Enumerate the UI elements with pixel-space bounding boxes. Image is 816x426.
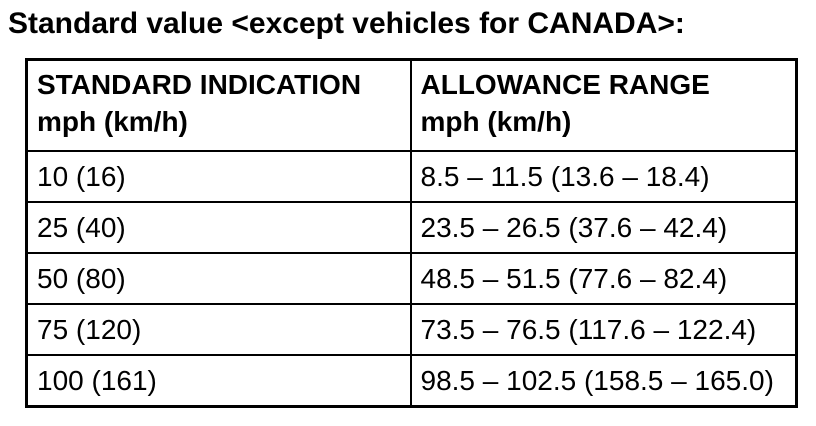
column-header-allowance-range: ALLOWANCE RANGE mph (km/h) <box>409 58 798 152</box>
allowance-range-cell: 8.5 – 11.5 (13.6 – 18.4) <box>409 150 798 203</box>
standard-indication-cell: 25 (40) <box>25 201 412 254</box>
table-row: 10 (16) 8.5 – 11.5 (13.6 – 18.4) <box>25 150 798 203</box>
standard-indication-cell: 50 (80) <box>25 252 412 305</box>
standard-indication-cell: 100 (161) <box>25 354 412 408</box>
column-header-standard-indication: STANDARD INDICATION mph (km/h) <box>25 58 412 152</box>
column-header-allowance-range-label: ALLOWANCE RANGE <box>420 69 710 100</box>
allowance-range-cell: 48.5 – 51.5 (77.6 – 82.4) <box>409 252 798 305</box>
allowance-range-cell: 73.5 – 76.5 (117.6 – 122.4) <box>409 303 798 356</box>
table-row: 75 (120) 73.5 – 76.5 (117.6 – 122.4) <box>25 303 798 356</box>
allowance-range-cell: 23.5 – 26.5 (37.6 – 42.4) <box>409 201 798 254</box>
table-row: 50 (80) 48.5 – 51.5 (77.6 – 82.4) <box>25 252 798 305</box>
speedometer-standard-value-table: STANDARD INDICATION mph (km/h) ALLOWANCE… <box>25 58 798 408</box>
standard-indication-cell: 75 (120) <box>25 303 412 356</box>
standard-indication-cell: 10 (16) <box>25 150 412 203</box>
table-row: 100 (161) 98.5 – 102.5 (158.5 – 165.0) <box>25 354 798 408</box>
table-header-row: STANDARD INDICATION mph (km/h) ALLOWANCE… <box>25 58 798 152</box>
table-row: 25 (40) 23.5 – 26.5 (37.6 – 42.4) <box>25 201 798 254</box>
column-header-allowance-range-unit: mph (km/h) <box>420 106 572 138</box>
page-title: Standard value <except vehicles for CANA… <box>8 7 685 40</box>
allowance-range-cell: 98.5 – 102.5 (158.5 – 165.0) <box>409 354 798 408</box>
column-header-standard-indication-label: STANDARD INDICATION <box>37 69 362 100</box>
column-header-standard-indication-unit: mph (km/h) <box>37 106 188 138</box>
